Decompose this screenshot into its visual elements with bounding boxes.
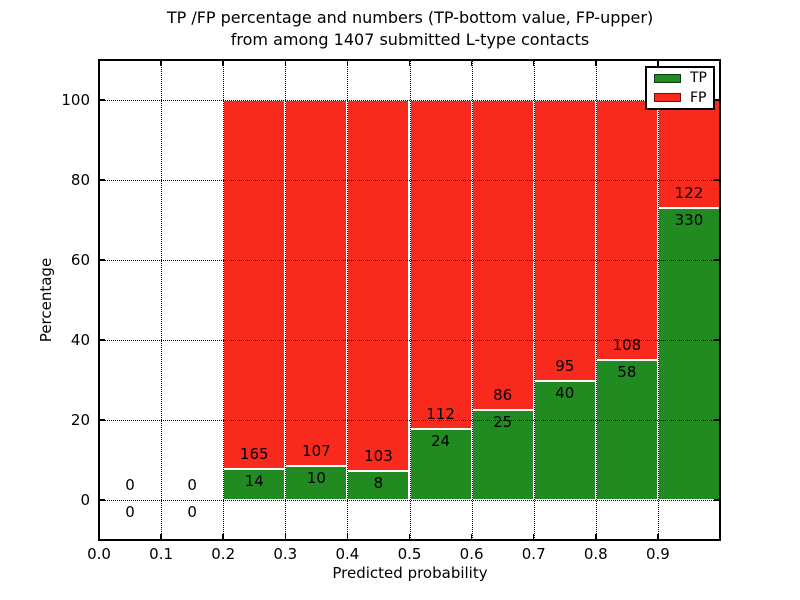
y-tick-right xyxy=(714,339,720,341)
bar-label-fp: 86 xyxy=(493,385,513,404)
x-tick-label: 0.5 xyxy=(397,545,422,563)
y-tick-label: 0 xyxy=(80,491,90,509)
x-tick-bottom xyxy=(284,534,287,540)
x-tick-label: 0.7 xyxy=(521,545,546,563)
y-tick-label: 60 xyxy=(70,251,90,269)
x-tick-top xyxy=(284,60,287,66)
y-tick-left xyxy=(99,259,105,261)
bar-label-tp: 330 xyxy=(674,210,704,229)
x-tick-top xyxy=(160,60,162,66)
bar-segment-fp xyxy=(533,100,596,382)
bar-label-fp: 0 xyxy=(125,476,135,494)
x-tick-label: 0.8 xyxy=(583,545,608,563)
bar-label-tp: 14 xyxy=(244,471,264,490)
x-tick-label: 0.0 xyxy=(87,545,111,563)
legend-swatch-tp-icon xyxy=(654,73,681,83)
y-tick-label: 80 xyxy=(70,171,90,189)
chart-title: TP /FP percentage and numbers (TP-bottom… xyxy=(99,7,721,51)
bar-segment-fp xyxy=(595,100,658,361)
bar-label-tp: 10 xyxy=(306,468,326,487)
x-tick-bottom xyxy=(160,534,162,540)
y-tick-left xyxy=(99,419,105,421)
bar-label-fp: 165 xyxy=(239,444,269,463)
x-tick-label: 0.3 xyxy=(273,545,298,563)
x-tick-top xyxy=(408,60,411,66)
y-axis-label: Percentage xyxy=(37,257,55,343)
x-tick-top xyxy=(532,60,535,66)
bar-segment-tp xyxy=(657,207,720,500)
bar-segment-tp xyxy=(595,360,658,500)
gridline-horizontal xyxy=(99,500,720,501)
legend: TP FP xyxy=(645,66,715,110)
bar-label-tp: 58 xyxy=(617,363,637,382)
x-axis-label: Predicted probability xyxy=(332,564,488,582)
bar-label-tp: 40 xyxy=(555,384,575,403)
bar-label-fp: 0 xyxy=(187,476,197,494)
bar-label-fp: 103 xyxy=(364,447,393,466)
bar-segment-tp xyxy=(533,381,596,500)
legend-item-fp: FP xyxy=(647,89,713,107)
legend-label-fp: FP xyxy=(690,89,707,106)
y-tick-left xyxy=(99,499,105,501)
bar-label-tp: 8 xyxy=(373,474,384,493)
y-tick-right xyxy=(714,259,720,261)
x-tick-label: 0.9 xyxy=(645,545,670,563)
bar-label-fp: 107 xyxy=(302,441,331,460)
bar-segment-fp xyxy=(347,100,410,472)
x-tick-label: 0.6 xyxy=(459,545,484,563)
y-tick-label: 20 xyxy=(70,411,90,429)
x-tick-bottom xyxy=(657,534,659,540)
x-tick-top xyxy=(346,60,349,66)
bar-segment-fp xyxy=(409,100,472,430)
x-tick-bottom xyxy=(346,534,349,540)
x-tick-bottom xyxy=(222,534,224,540)
legend-label-tp: TP xyxy=(690,70,707,87)
x-tick-top xyxy=(595,60,597,66)
y-tick-right xyxy=(714,419,720,421)
bar-segment-fp xyxy=(285,100,348,466)
x-tick-top xyxy=(222,60,224,66)
bar-label-tp: 25 xyxy=(493,412,513,431)
x-tick-top xyxy=(98,60,100,66)
y-tick-left xyxy=(99,339,105,341)
x-tick-bottom xyxy=(595,534,597,540)
chart-title-line2: from among 1407 submitted L-type contact… xyxy=(230,30,590,49)
x-tick-top xyxy=(470,60,473,66)
y-tick-left xyxy=(99,179,105,181)
bar-label-fp: 112 xyxy=(426,405,455,424)
x-tick-label: 0.1 xyxy=(149,545,174,563)
chart-title-line1: TP /FP percentage and numbers (TP-bottom… xyxy=(166,8,654,27)
bar-segment-fp xyxy=(223,100,286,469)
bar-label-tp: 24 xyxy=(431,432,451,451)
gridline-vertical xyxy=(161,60,163,540)
bar-label-tp: 0 xyxy=(125,503,135,521)
y-tick-label: 100 xyxy=(61,91,90,109)
y-tick-right xyxy=(714,499,720,501)
legend-swatch-fp-icon xyxy=(654,93,681,103)
x-tick-label: 0.2 xyxy=(211,545,236,563)
bar-label-fp: 108 xyxy=(612,336,642,355)
bar-label-fp: 122 xyxy=(674,183,704,202)
y-tick-label: 40 xyxy=(70,331,90,349)
x-tick-bottom xyxy=(98,534,100,540)
bar-label-fp: 95 xyxy=(555,357,575,376)
bar-segment-fp xyxy=(471,100,534,410)
x-tick-label: 0.4 xyxy=(335,545,360,563)
bar-segment-tp xyxy=(347,471,410,500)
y-tick-left xyxy=(99,99,105,101)
x-tick-bottom xyxy=(532,534,535,540)
bar-label-tp: 0 xyxy=(187,503,197,521)
bar-segment-tp xyxy=(409,429,472,500)
y-tick-right xyxy=(714,179,720,181)
x-tick-bottom xyxy=(408,534,411,540)
legend-item-tp: TP xyxy=(647,69,713,87)
x-tick-bottom xyxy=(470,534,473,540)
